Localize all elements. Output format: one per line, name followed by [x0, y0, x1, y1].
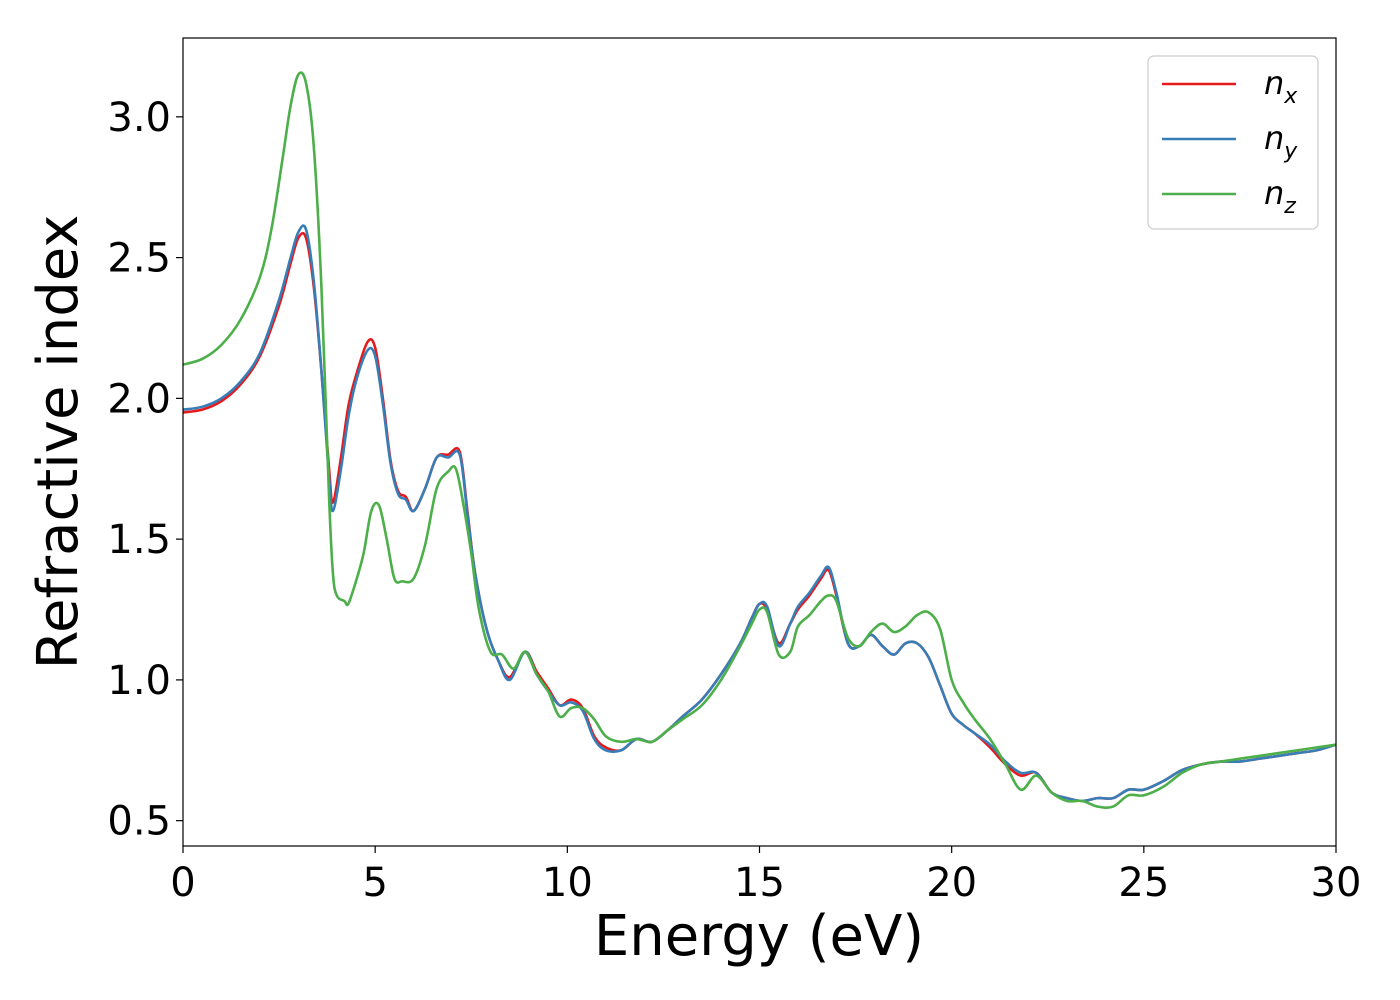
y-tick-label: 1.5 [107, 517, 171, 563]
legend-label-x: nx [1264, 64, 1298, 109]
x-tick-label: 30 [1311, 860, 1362, 906]
legend: nx ny nz [1147, 55, 1319, 230]
x-tick-label: 20 [926, 860, 977, 906]
series-layer [183, 71, 1336, 809]
y-tick-label: 2.0 [107, 376, 171, 422]
y-tick-label: 1.0 [107, 658, 171, 704]
y-axis-title: Refractive index [26, 215, 91, 670]
legend-label-y: ny [1264, 119, 1298, 164]
x-tick-label: 25 [1118, 860, 1169, 906]
x-tick-label: 15 [734, 860, 785, 906]
x-tick-label: 10 [542, 860, 593, 906]
y-tick-label: 3.0 [107, 95, 171, 141]
series-line-z [183, 71, 1336, 809]
x-tick-label: 0 [170, 860, 195, 906]
x-tick-label: 5 [362, 860, 387, 906]
y-tick-label: 0.5 [107, 799, 171, 845]
series-line-y [183, 224, 1336, 803]
legend-label-z: nz [1264, 174, 1296, 219]
x-axis-title: Energy (eV) [594, 904, 924, 969]
y-tick-label: 2.5 [107, 236, 171, 282]
x-axis: 0 5 10 15 20 25 30 [170, 846, 1361, 906]
y-axis: 0.5 1.0 1.5 2.0 2.5 3.0 [107, 95, 183, 845]
legend-box [1147, 55, 1319, 230]
